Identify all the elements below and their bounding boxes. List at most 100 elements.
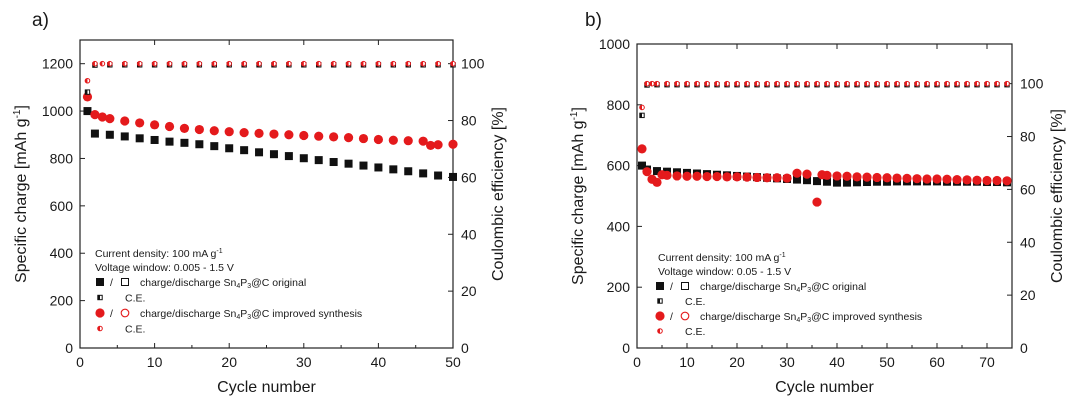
data-point-half	[904, 81, 907, 86]
data-point	[812, 197, 822, 207]
y-left-tick-label: 800	[607, 97, 631, 113]
x-tick-label: 20	[221, 354, 237, 370]
data-point	[434, 171, 443, 180]
series-3	[84, 60, 456, 84]
data-point	[952, 174, 962, 185]
data-point	[90, 110, 100, 120]
data-point	[314, 131, 324, 141]
data-point-half	[107, 61, 110, 66]
data-point	[782, 173, 792, 183]
data-point	[240, 146, 249, 155]
data-point	[802, 169, 812, 179]
data-point-half	[924, 81, 927, 86]
y-right-axis-label: Coulombic efficiency [%]	[1049, 109, 1066, 283]
y-right-tick-label: 0	[1020, 340, 1028, 356]
data-point	[892, 173, 902, 183]
data-point-half	[100, 61, 103, 66]
legend-slash: /	[110, 277, 113, 289]
legend-entry: / charge/discharge Sn4P3@C improved synth…	[95, 308, 362, 321]
legend-label: C.E.	[125, 324, 145, 336]
annotation-current-density: Current density: 100 mA g-1	[658, 252, 786, 264]
data-point	[722, 172, 732, 182]
data-point-half	[964, 81, 967, 86]
data-point	[742, 172, 752, 182]
legend-marker	[655, 311, 665, 321]
x-tick-label: 60	[929, 354, 945, 370]
data-point	[793, 175, 801, 184]
legend-label: C.E.	[125, 293, 145, 305]
data-point-half	[649, 81, 652, 86]
y-left-tick-label: 400	[607, 218, 631, 234]
data-point	[672, 171, 682, 181]
data-point-half	[241, 61, 245, 66]
legend-marker	[96, 278, 104, 286]
y-right-axis-label: Coulombic efficiency [%]	[490, 107, 507, 281]
data-point-half	[684, 81, 687, 86]
data-series-group	[637, 80, 1012, 207]
data-point	[863, 178, 871, 187]
data-point-half	[844, 81, 847, 86]
data-point	[329, 132, 339, 142]
legend-open-marker	[681, 282, 689, 290]
data-point	[90, 129, 99, 138]
data-point-half	[182, 61, 185, 66]
data-point-half	[914, 81, 917, 86]
data-point	[833, 178, 841, 187]
data-point	[388, 135, 398, 145]
annotation-voltage-window: Voltage window: 0.05 - 1.5 V	[658, 266, 791, 278]
data-point-half	[450, 61, 453, 66]
data-point	[284, 152, 293, 161]
legend-marker	[95, 308, 105, 318]
y-right-tick-label: 60	[461, 169, 477, 185]
series-3	[639, 80, 1010, 111]
data-point-half	[167, 61, 170, 66]
y-right-tick-label: 100	[461, 56, 485, 72]
data-point	[752, 172, 762, 183]
data-point	[120, 132, 129, 141]
data-point	[180, 138, 189, 147]
data-point	[343, 133, 354, 143]
legend-label: C.E.	[685, 326, 705, 338]
data-point-half	[974, 81, 977, 86]
data-series-group	[82, 60, 458, 181]
data-point-half	[639, 113, 642, 118]
data-point	[762, 173, 772, 183]
data-point-half	[137, 61, 140, 66]
data-point	[692, 171, 702, 181]
legend-entry: / charge/discharge Sn4P3@C improved synth…	[655, 311, 922, 324]
data-point	[299, 154, 308, 163]
data-point	[404, 167, 413, 176]
data-point-half	[92, 61, 95, 66]
data-point	[862, 172, 872, 182]
legend-open-marker	[120, 308, 130, 318]
data-point-half	[256, 61, 260, 66]
data-point-half	[654, 81, 657, 86]
data-point	[712, 171, 722, 182]
data-point	[225, 144, 234, 153]
data-point-half	[814, 81, 817, 86]
x-tick-label: 0	[76, 354, 84, 370]
data-point	[314, 156, 323, 165]
data-point	[135, 118, 145, 128]
data-point	[702, 171, 712, 182]
data-point	[105, 130, 114, 139]
data-point	[448, 139, 458, 149]
annotation-voltage-window: Voltage window: 0.005 - 1.5 V	[95, 262, 234, 274]
data-point-half	[674, 81, 677, 86]
data-point	[224, 127, 234, 137]
data-point	[194, 124, 204, 135]
x-tick-label: 30	[779, 354, 795, 370]
data-point	[942, 174, 952, 184]
data-point-half	[784, 81, 787, 86]
x-tick-label: 0	[633, 354, 641, 370]
x-tick-label: 70	[979, 354, 995, 370]
data-point	[813, 177, 821, 186]
data-point-half	[286, 61, 289, 66]
data-point-half	[331, 61, 334, 66]
data-point	[792, 168, 802, 178]
data-point	[254, 128, 264, 138]
y-left-tick-label: 400	[50, 245, 74, 261]
y-right-tick-label: 40	[1020, 234, 1036, 250]
legend-marker	[656, 282, 664, 290]
